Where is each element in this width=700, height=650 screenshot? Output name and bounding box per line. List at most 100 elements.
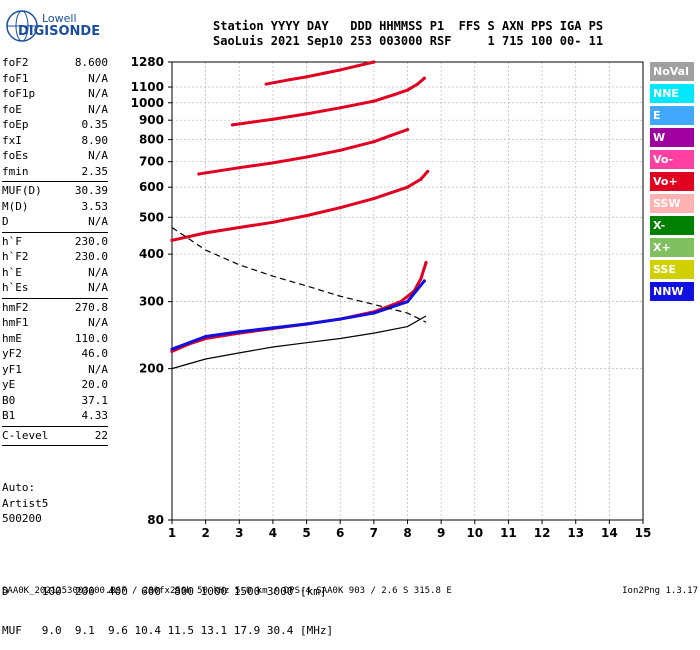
echo-point (264, 82, 268, 86)
param-value: N/A (88, 215, 108, 228)
param-name: fmin (2, 164, 29, 178)
y-tick-label: 1100 (131, 80, 164, 94)
header-line-1: Station YYYY DAY DDD HHMMSS P1 FFS S AXN… (213, 19, 604, 33)
parameter-list: foF2 8.600 foF1 N/A foF1p N/A foE N/A foEp 0.35 fx… (2, 56, 108, 448)
auto-version: 500200 (2, 512, 42, 525)
param-name: MUF(D) (2, 184, 42, 197)
param-value: 8.600 (74, 56, 108, 69)
y-tick-label: 600 (139, 180, 164, 194)
echo-point (405, 185, 410, 189)
profile-curve (171, 315, 427, 370)
param-name: B1 (2, 409, 16, 422)
param-name: C-level (2, 428, 49, 442)
echo-point (338, 317, 342, 321)
param-value: 30.39 (74, 184, 108, 197)
y-tick-label: 900 (139, 113, 164, 127)
param-name: yE (2, 378, 16, 391)
param-value: 4.33 (81, 409, 109, 422)
echo-point (170, 349, 174, 354)
param-name: B0 (2, 393, 16, 407)
legend-item: Vo- (650, 150, 694, 169)
param-row: foEp 0.35 (2, 118, 108, 134)
echo-point (415, 82, 420, 86)
param-row: yF2 46.0 (2, 347, 108, 363)
param-name: hmF2 (2, 300, 29, 314)
param-value: 110.0 (74, 331, 108, 345)
param-value: N/A (88, 316, 108, 329)
echo-point (304, 75, 309, 79)
param-row: hmE 110.0 (2, 332, 108, 348)
echo-point (419, 276, 423, 281)
param-value: 3.53 (81, 199, 109, 213)
echo-point (204, 231, 208, 235)
echo-point (304, 214, 309, 218)
x-tick-label: 7 (370, 526, 378, 540)
param-name: h`E (2, 265, 22, 279)
param-row: yE 20.0 (2, 378, 108, 394)
param-row: foF1 N/A (2, 72, 108, 88)
param-separator (2, 297, 108, 299)
param-value: 20.0 (81, 378, 109, 391)
param-value: N/A (88, 281, 108, 294)
legend-item: Vo+ (650, 172, 694, 191)
digisonde-logo: Lowell DIGISONDE (4, 4, 114, 48)
param-value: N/A (88, 362, 108, 376)
y-tick-label: 400 (139, 247, 164, 261)
legend-item: W (650, 128, 694, 147)
param-name: fxI (2, 133, 22, 147)
echo-point (237, 225, 241, 230)
param-name: foEs (2, 149, 29, 162)
echo-point (372, 311, 376, 315)
legend-item: SSE (650, 260, 694, 279)
param-row: h`Es N/A (2, 281, 108, 297)
param-row: foF1p N/A (2, 87, 108, 103)
param-value: 8.90 (81, 133, 109, 147)
y-tick-label: 1000 (131, 96, 164, 110)
param-name: hmF1 (2, 316, 29, 329)
param-name: foEp (2, 118, 29, 131)
echo-point (372, 60, 376, 64)
legend-item: E (650, 106, 694, 125)
auto-label: Auto: (2, 481, 36, 494)
echo-point (321, 71, 325, 75)
param-value: 37.1 (81, 393, 109, 407)
x-tick-label: 8 (403, 526, 411, 540)
param-row: h`F 230.0 (2, 235, 108, 251)
echo-point (288, 78, 292, 82)
param-value: 230.0 (74, 234, 108, 248)
echo-point (419, 177, 423, 181)
param-name: hmE (2, 331, 22, 345)
footer-version: Ion2Png 1.3.17 (622, 586, 698, 596)
echo-trace (197, 128, 409, 176)
param-value: 0.35 (81, 118, 109, 131)
param-row: B0 37.1 (2, 394, 108, 410)
echo-point (392, 93, 396, 97)
param-row: M(D) 3.53 (2, 200, 108, 216)
param-row: yF1 N/A (2, 363, 108, 379)
param-row: B1 4.33 (2, 409, 108, 425)
echo-point (405, 128, 410, 132)
legend-item: NNE (650, 84, 694, 103)
echo-point (237, 330, 241, 334)
y-tick-label: 80 (147, 513, 164, 527)
y-tick-label: 500 (139, 210, 164, 224)
y-tick-label: 1280 (131, 55, 164, 69)
param-value: 2.35 (81, 164, 109, 178)
param-value: N/A (88, 71, 108, 85)
param-row: foEs N/A (2, 149, 108, 165)
param-row: h`E N/A (2, 266, 108, 282)
x-tick-label: 14 (601, 526, 618, 540)
y-tick-label: 800 (139, 133, 164, 147)
echo-point (204, 334, 208, 339)
echo-point (422, 279, 426, 283)
echo-point (338, 106, 342, 110)
legend-item: NoVal (650, 62, 694, 81)
echo-point (271, 326, 275, 330)
param-row: h`F2 230.0 (2, 250, 108, 266)
x-tick-label: 6 (336, 526, 344, 540)
echo-point (304, 155, 309, 159)
y-tick-label: 300 (139, 295, 164, 309)
param-value: 46.0 (81, 347, 109, 360)
echo-point (338, 206, 342, 210)
x-tick-label: 10 (466, 526, 483, 540)
